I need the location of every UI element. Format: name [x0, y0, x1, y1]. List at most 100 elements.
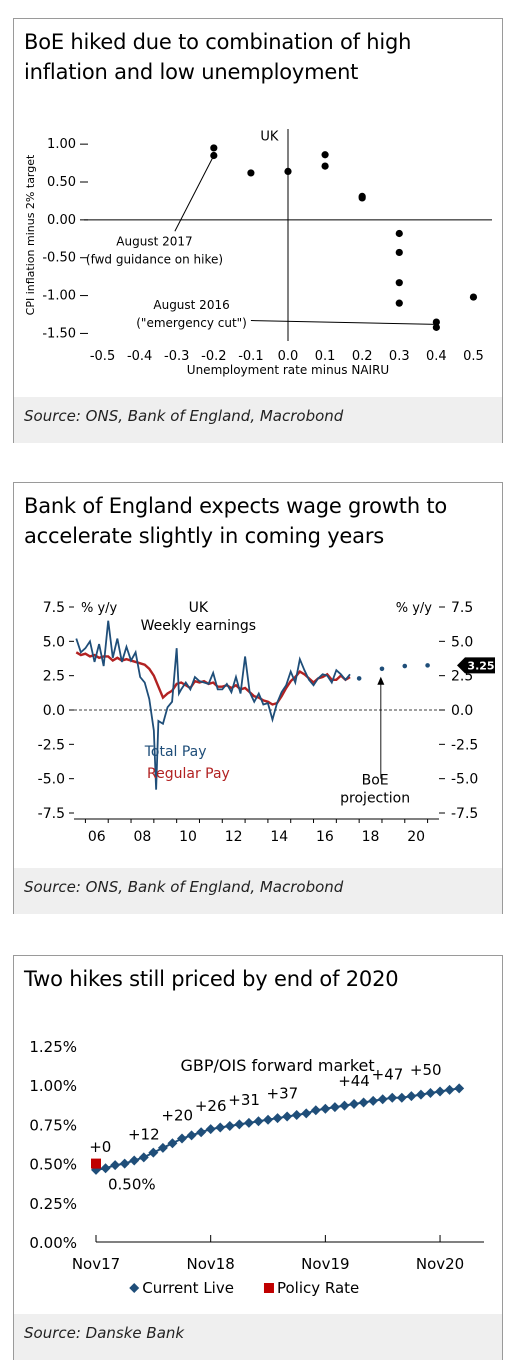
data-marker [224, 1120, 235, 1131]
source-note: Source: ONS, Bank of England, Macrobond [24, 878, 344, 896]
y-tick-label-left: 0.0 [43, 703, 65, 719]
y-tick-label: 1.00 [47, 137, 76, 152]
y-tick-label: 0.50% [29, 1156, 77, 1174]
scatter-point [321, 162, 329, 170]
chart-header-label: GBP/OIS forward market [180, 1056, 374, 1075]
projection-label: BoE [362, 773, 389, 789]
y-tick-label: 0.00% [29, 1234, 77, 1252]
y-axis-unit-right: % y/y [396, 601, 433, 616]
y-tick-label-right: 5.0 [451, 634, 473, 650]
legend-label-current-live: Current Live [142, 1279, 234, 1297]
chart-panel-scatter: BoE hiked due to combination of high inf… [13, 18, 503, 443]
y-tick-label-right: 7.5 [451, 600, 473, 616]
annotation-label: (fwd guidance on hike) [86, 253, 223, 267]
y-tick-label-right: -7.5 [451, 806, 478, 822]
x-tick-label: 16 [316, 829, 334, 845]
data-marker [425, 1088, 436, 1099]
data-marker [406, 1091, 417, 1102]
x-tick-label: 0.4 [426, 349, 447, 364]
projection-dot [425, 663, 430, 668]
policy-rate-label: 0.50% [108, 1176, 156, 1194]
hike-label: +44 [338, 1072, 370, 1090]
data-marker [148, 1147, 159, 1158]
projection-dot [356, 676, 362, 681]
projection-dot [379, 666, 385, 672]
source-band [14, 1314, 502, 1360]
data-marker [91, 1164, 101, 1175]
data-marker [339, 1100, 350, 1111]
y-tick-label-left: 5.0 [43, 634, 65, 650]
data-marker [329, 1102, 340, 1113]
data-marker [291, 1109, 302, 1120]
x-tick-label: 0.5 [463, 349, 484, 364]
data-marker [243, 1117, 254, 1128]
x-tick-label: 06 [88, 829, 106, 845]
legend-marker-current-live [129, 1283, 140, 1293]
data-marker [387, 1092, 398, 1103]
y-tick-label-left: -5.0 [38, 772, 65, 788]
x-tick-label: -0.2 [201, 349, 226, 364]
y-tick-label: -0.50 [42, 251, 76, 266]
x-tick-label: 08 [134, 829, 152, 845]
source-note: Source: ONS, Bank of England, Macrobond [24, 407, 344, 425]
x-tick-label: -0.3 [164, 349, 189, 364]
hike-label: +47 [372, 1066, 404, 1084]
y-tick-label-right: -5.0 [451, 772, 478, 788]
chart-header-label: Weekly earnings [141, 618, 257, 634]
x-tick-label: -0.5 [90, 349, 115, 364]
x-tick-label: -0.4 [127, 349, 152, 364]
data-marker [349, 1099, 360, 1110]
data-marker [435, 1086, 446, 1097]
chart-header-label: UK [189, 600, 209, 616]
data-marker [301, 1108, 312, 1119]
scatter-point [284, 167, 292, 175]
data-marker [167, 1138, 178, 1149]
data-marker [454, 1083, 465, 1094]
y-tick-label-left: 2.5 [43, 669, 65, 685]
scatter-point [395, 299, 403, 307]
data-marker [186, 1130, 197, 1141]
hike-label: +0 [89, 1138, 111, 1156]
chart-panel-wages: Bank of England expects wage growth to a… [13, 482, 503, 914]
chart-title: Bank of England expects wage growth to a… [24, 494, 448, 548]
annotation-label: August 2017 [116, 235, 192, 249]
x-tick-label: 18 [362, 829, 380, 845]
data-marker [196, 1127, 207, 1138]
y-axis-title: CPI inflation minus 2% target [24, 154, 37, 315]
projection-label: projection [340, 791, 410, 807]
x-tick-label: 0.1 [315, 349, 336, 364]
data-marker [110, 1160, 121, 1171]
chart-title: Two hikes still priced by end of 2020 [24, 967, 399, 991]
data-marker [129, 1155, 140, 1166]
scatter-chart: 1.000.500.00-0.50-1.00-1.50-0.5 -0.4 -0.3-… [24, 129, 492, 377]
hike-label: +37 [267, 1085, 299, 1103]
legend-label-policy-rate: Policy Rate [277, 1279, 359, 1297]
y-tick-label: -1.00 [42, 289, 76, 304]
data-marker [119, 1158, 130, 1169]
source-band [14, 868, 502, 914]
x-tick-label: 0.2 [352, 349, 373, 364]
data-marker [282, 1111, 293, 1122]
y-tick-label: 1.00% [29, 1077, 77, 1095]
x-tick-label: 14 [270, 829, 288, 845]
series-label: UK [260, 130, 279, 145]
y-tick-label: -1.50 [42, 326, 76, 341]
policy-rate-marker [91, 1158, 101, 1169]
data-marker [157, 1142, 168, 1153]
x-tick-label: Nov19 [301, 1255, 349, 1273]
scatter-point [210, 144, 218, 152]
series-line-total-pay [75, 620, 351, 790]
y-tick-label: 0.00 [47, 213, 76, 228]
scatter-point [469, 293, 478, 301]
y-tick-label: 0.75% [29, 1116, 77, 1134]
y-tick-label: 0.25% [29, 1195, 77, 1213]
x-tick-label: Nov20 [416, 1255, 464, 1273]
data-marker [177, 1133, 188, 1144]
data-marker [272, 1113, 283, 1124]
x-axis-title: Unemployment rate minus NAIRU [187, 363, 389, 377]
scatter-point [432, 323, 440, 331]
data-marker [138, 1152, 149, 1163]
y-tick-label-left: 7.5 [43, 600, 65, 616]
data-marker [368, 1095, 379, 1106]
x-tick-label: 12 [225, 829, 243, 845]
